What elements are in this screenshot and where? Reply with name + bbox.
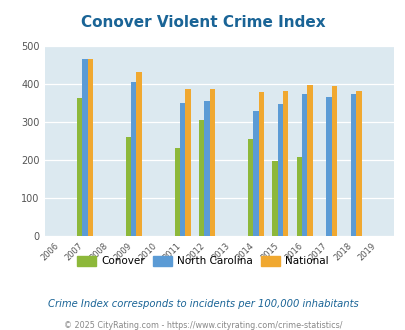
Bar — [247, 139, 253, 236]
Bar — [204, 101, 209, 236]
Bar — [253, 111, 258, 236]
Bar — [77, 98, 82, 236]
Bar — [282, 91, 288, 236]
Text: Crime Index corresponds to incidents per 100,000 inhabitants: Crime Index corresponds to incidents per… — [47, 299, 358, 309]
Bar — [174, 148, 179, 236]
Bar — [326, 97, 331, 236]
Bar — [272, 161, 277, 236]
Bar — [258, 92, 263, 236]
Bar — [307, 85, 312, 236]
Bar — [331, 86, 336, 236]
Text: Conover Violent Crime Index: Conover Violent Crime Index — [81, 15, 324, 30]
Bar — [350, 94, 355, 236]
Text: © 2025 CityRating.com - https://www.cityrating.com/crime-statistics/: © 2025 CityRating.com - https://www.city… — [64, 321, 341, 330]
Bar — [136, 72, 141, 236]
Bar — [296, 157, 301, 236]
Bar — [301, 94, 307, 236]
Bar — [179, 103, 185, 236]
Bar — [131, 82, 136, 236]
Bar — [126, 137, 131, 236]
Bar — [198, 120, 204, 236]
Bar — [277, 104, 282, 236]
Bar — [355, 91, 361, 236]
Legend: Conover, North Carolina, National: Conover, North Carolina, National — [73, 251, 332, 270]
Bar — [82, 59, 87, 236]
Bar — [185, 89, 190, 236]
Bar — [209, 89, 215, 236]
Bar — [87, 59, 93, 236]
